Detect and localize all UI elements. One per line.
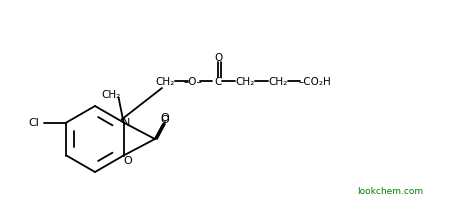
- Text: CH₂: CH₂: [268, 77, 288, 86]
- Text: O: O: [160, 114, 169, 124]
- Text: O: O: [160, 112, 169, 122]
- Text: Cl: Cl: [29, 118, 40, 128]
- Text: lookchem.com: lookchem.com: [357, 187, 423, 196]
- Text: –O–: –O–: [183, 77, 202, 86]
- Text: –CO₂H: –CO₂H: [299, 77, 331, 86]
- Text: C: C: [214, 77, 222, 86]
- Text: N: N: [121, 118, 130, 128]
- Text: CH₂: CH₂: [101, 90, 120, 100]
- Text: CH₂: CH₂: [236, 77, 254, 86]
- Text: O: O: [214, 53, 222, 63]
- Text: CH₂: CH₂: [155, 77, 175, 86]
- Text: O: O: [123, 156, 132, 166]
